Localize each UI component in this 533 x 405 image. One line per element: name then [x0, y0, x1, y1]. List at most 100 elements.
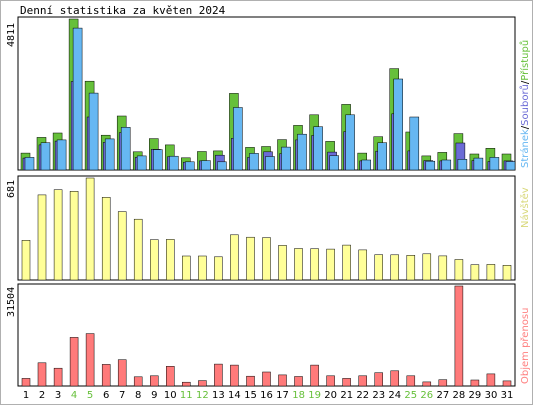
bar-pages [120, 127, 131, 171]
bar-pages [489, 157, 500, 171]
legend-separator: / [520, 125, 531, 129]
x-tick-label: 12 [196, 390, 209, 401]
bar-volume [150, 375, 159, 387]
chart-title: Denní statistika za květen 2024 [20, 4, 226, 17]
bar-visits [486, 264, 496, 281]
bar-volume [486, 373, 496, 387]
x-tick-label: 25 [404, 390, 417, 401]
bar-visits [182, 255, 191, 281]
x-tick-label: 17 [276, 390, 289, 401]
bar-pages [24, 157, 35, 171]
legend: Stránek/Souborů/Přístupů [519, 40, 531, 168]
bar-pages [169, 155, 179, 171]
bar-visits [230, 234, 239, 281]
bar-volume [21, 378, 31, 387]
bar-volume [326, 375, 335, 387]
bar-pages [72, 27, 83, 171]
bar-pages [441, 159, 452, 171]
bar-visits [406, 255, 416, 281]
bar-pages [329, 155, 339, 171]
bar-pages [281, 146, 291, 171]
bar-volume [342, 378, 351, 387]
x-tick-label: 29 [469, 390, 482, 401]
bar-volume [166, 366, 175, 387]
bar-pages [297, 133, 307, 171]
x-tick-label: 21 [340, 390, 353, 401]
x-tick-label: 16 [260, 390, 273, 401]
bar-visits [502, 265, 512, 281]
bar-volume [454, 285, 464, 387]
bar-pages [40, 142, 51, 171]
x-tick-label: 22 [356, 390, 369, 401]
bar-visits [390, 254, 399, 281]
x-tick-label: 15 [244, 390, 257, 401]
bar-pages [409, 116, 420, 171]
bar-visits [101, 197, 111, 281]
bar-volume [294, 376, 303, 387]
bar-volume [262, 371, 271, 387]
bar-volume [117, 359, 127, 387]
x-tick-label: 30 [485, 390, 498, 401]
bar-pages [313, 126, 323, 171]
bar-visits [214, 256, 223, 281]
x-tick-label: 5 [87, 390, 93, 401]
x-tick-label: 4 [71, 390, 77, 401]
x-tick-label: 20 [324, 390, 337, 401]
bar-visits [133, 218, 143, 281]
bar-visits [53, 189, 63, 281]
bar-visits [85, 177, 95, 281]
x-tick-label: 24 [388, 390, 401, 401]
x-tick-label: 11 [180, 390, 193, 401]
x-tick-label: 19 [308, 390, 321, 401]
bar-visits [342, 244, 351, 281]
bar-visits [326, 248, 335, 281]
x-tick-label: 9 [151, 390, 157, 401]
bar-pages [56, 139, 67, 171]
bar-visits [358, 249, 367, 281]
bar-visits [37, 194, 47, 281]
bar-pages [249, 153, 259, 171]
y-max-label: 31504 [6, 287, 17, 317]
bar-visits [262, 237, 271, 281]
x-tick-label: 31 [501, 390, 514, 401]
x-tick-label: 13 [212, 390, 225, 401]
bar-volume [85, 333, 95, 387]
bar-pages [457, 159, 468, 171]
bar-pages [345, 114, 355, 171]
panel-hits-files-pages: 4811 Stránek/Souborů/Přístupů [6, 16, 531, 171]
bar-pages [425, 160, 436, 171]
legend-visits: Návštěv [519, 187, 531, 228]
bar-pages [88, 92, 99, 171]
bar-visits [69, 191, 79, 281]
bar-visits [310, 248, 319, 281]
legend-hits: Přístupů [519, 40, 531, 81]
bar-visits [454, 259, 464, 281]
legend-separator: / [520, 80, 531, 84]
bar-volume [230, 364, 239, 387]
x-tick-label: 7 [119, 390, 125, 401]
bar-volume [214, 363, 223, 387]
x-tick-label: 8 [135, 390, 141, 401]
bar-volume [101, 364, 111, 387]
y-max-label: 4811 [6, 23, 17, 47]
x-tick-label: 6 [103, 390, 109, 401]
bar-visits [422, 253, 432, 281]
bar-visits [438, 255, 448, 281]
bar-volume [133, 376, 143, 387]
x-tick-label: 27 [437, 390, 450, 401]
bar-pages [136, 155, 147, 171]
bar-volume [438, 379, 448, 387]
bar-visits [294, 248, 303, 281]
panel-volume: 31504 Objem přenosu [6, 283, 531, 387]
bar-pages [505, 161, 516, 171]
bar-volume [422, 381, 432, 387]
bar-volume [470, 379, 480, 387]
bar-volume [502, 380, 512, 387]
legend-files: Souborů [519, 84, 531, 126]
panel-border [17, 16, 516, 171]
bar-volume [390, 370, 399, 387]
bar-pages [185, 161, 195, 171]
bar-pages [201, 160, 211, 171]
bar-volume [198, 380, 207, 387]
